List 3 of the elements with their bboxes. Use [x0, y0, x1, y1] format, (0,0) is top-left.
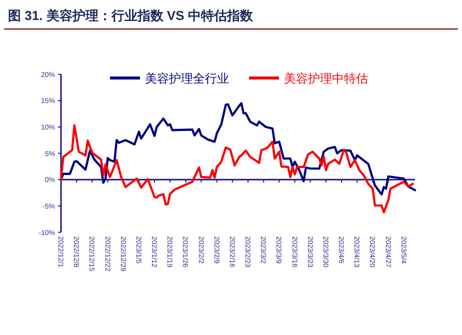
legend-label: 美容护理中特估 [284, 72, 368, 86]
legend-label: 美容护理全行业 [145, 72, 229, 86]
chart-title: 图 31. 美容护理：行业指数 VS 中特估指数 [8, 8, 254, 23]
